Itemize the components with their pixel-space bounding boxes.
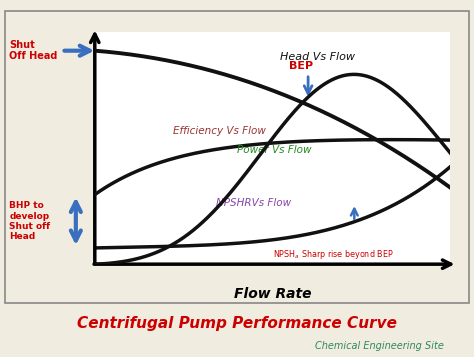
Text: Efficiency Vs Flow: Efficiency Vs Flow [173, 126, 266, 136]
Text: NPSHRVs Flow: NPSHRVs Flow [216, 198, 291, 208]
Text: BHP to
develop
Shut off
Head: BHP to develop Shut off Head [9, 201, 51, 241]
Text: Flow Rate: Flow Rate [234, 287, 311, 301]
Text: Head Vs Flow: Head Vs Flow [280, 52, 355, 62]
Text: Chemical Engineering Site: Chemical Engineering Site [315, 341, 444, 351]
Text: Shut
Off Head: Shut Off Head [9, 40, 58, 61]
Text: Power Vs Flow: Power Vs Flow [237, 145, 311, 155]
Text: BEP: BEP [289, 61, 313, 71]
Text: Centrifugal Pump Performance Curve: Centrifugal Pump Performance Curve [77, 316, 397, 331]
Text: NPSH$_a$ Sharp rise beyond BEP: NPSH$_a$ Sharp rise beyond BEP [273, 248, 393, 261]
